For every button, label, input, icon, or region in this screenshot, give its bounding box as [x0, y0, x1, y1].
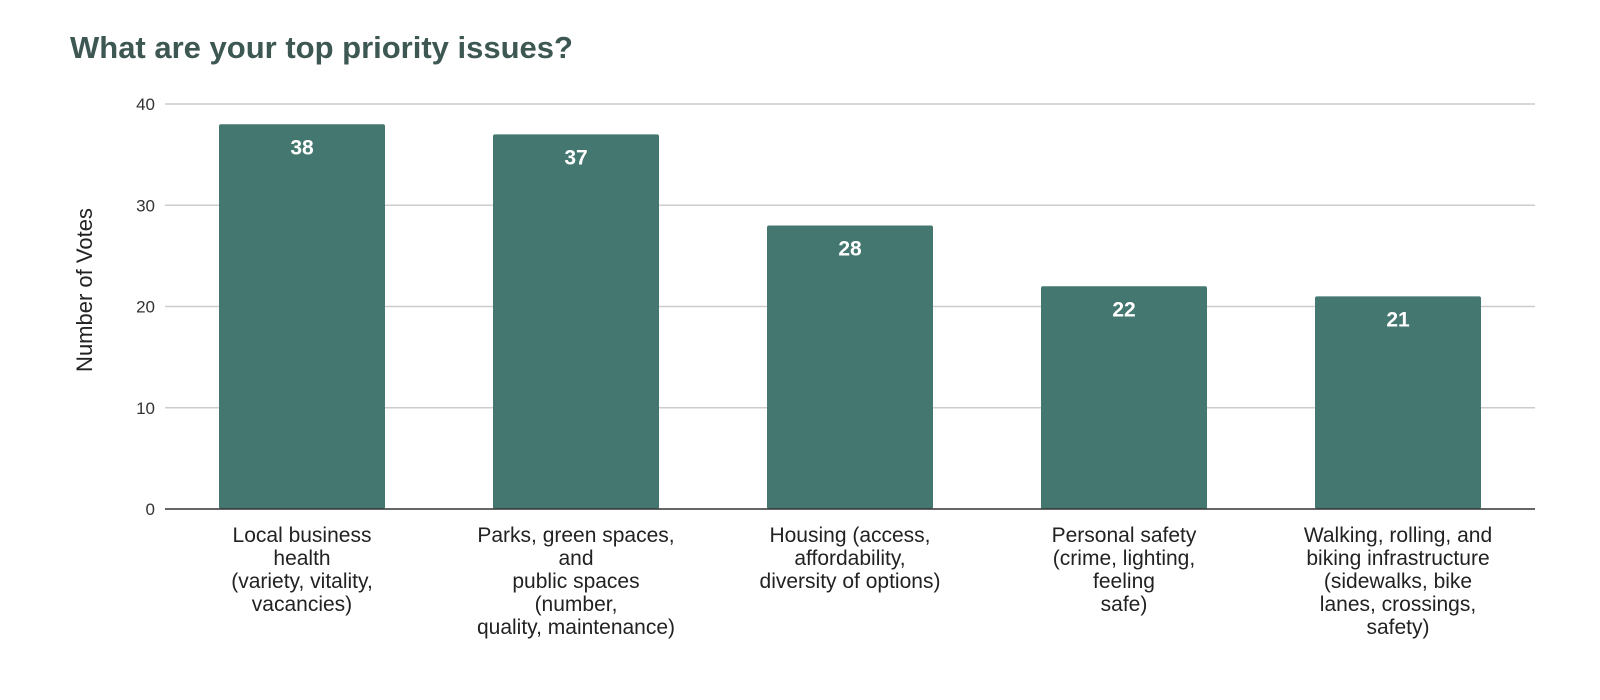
x-tick-label-line: and	[558, 547, 594, 570]
x-tick-label-line: Local business	[232, 524, 372, 547]
x-tick-label: Parks, green spaces, and public spaces (num…	[448, 524, 704, 639]
y-tick-label: 20	[136, 298, 155, 317]
x-tick-label-line: affordability,	[794, 547, 906, 570]
bar	[1041, 286, 1207, 509]
bar	[767, 225, 933, 509]
y-tick-label: 0	[146, 500, 155, 519]
x-tick-label-line: diversity of options)	[759, 570, 941, 593]
data-label: 21	[1386, 308, 1410, 331]
x-tick-label: Walking, rolling, and biking infrastructu…	[1270, 524, 1526, 639]
bar	[219, 124, 385, 509]
bar	[1315, 296, 1481, 509]
x-tick-label: Housing (access, affordability, diversity …	[722, 524, 978, 593]
x-tick-label: Personal safety (crime, lighting, feeling s…	[996, 524, 1252, 616]
x-tick-label-line: Housing (access,	[769, 524, 931, 547]
x-tick-label-line: feeling	[1093, 570, 1155, 593]
y-tick-label: 30	[136, 196, 155, 215]
x-tick-label-line: safe)	[1100, 593, 1148, 616]
data-label: 37	[564, 146, 587, 169]
x-tick-label-line: (number,	[534, 593, 618, 616]
x-tick-label-line: lanes, crossings,	[1319, 593, 1477, 616]
chart-title: What are your top priority issues?	[70, 30, 573, 65]
y-tick-label: 10	[136, 399, 155, 418]
x-tick-label-line: (crime, lighting,	[1052, 547, 1196, 570]
x-tick-label-line: public spaces	[512, 570, 640, 593]
data-label: 28	[838, 238, 862, 261]
x-tick-label-line: Personal safety	[1051, 524, 1197, 547]
x-tick-label-line: health	[273, 547, 331, 570]
x-tick-label-line: biking infrastructure	[1306, 547, 1490, 570]
data-label: 22	[1112, 298, 1135, 321]
data-label: 38	[290, 136, 314, 159]
x-tick-label-line: vacancies)	[251, 593, 353, 616]
x-tick-label: Local business health (variety, vitality, v…	[174, 524, 430, 616]
x-tick-label-line: Parks, green spaces,	[477, 524, 675, 547]
x-tick-label-line: Walking, rolling, and	[1303, 524, 1493, 547]
bar	[493, 134, 659, 509]
x-tick-label-line: quality, maintenance)	[476, 616, 676, 639]
x-tick-label-line: safety)	[1366, 616, 1430, 639]
x-tick-label-line: (sidewalks, bike	[1323, 570, 1473, 593]
x-tick-label-line: (variety, vitality,	[231, 570, 373, 593]
y-tick-label: 40	[136, 95, 155, 114]
